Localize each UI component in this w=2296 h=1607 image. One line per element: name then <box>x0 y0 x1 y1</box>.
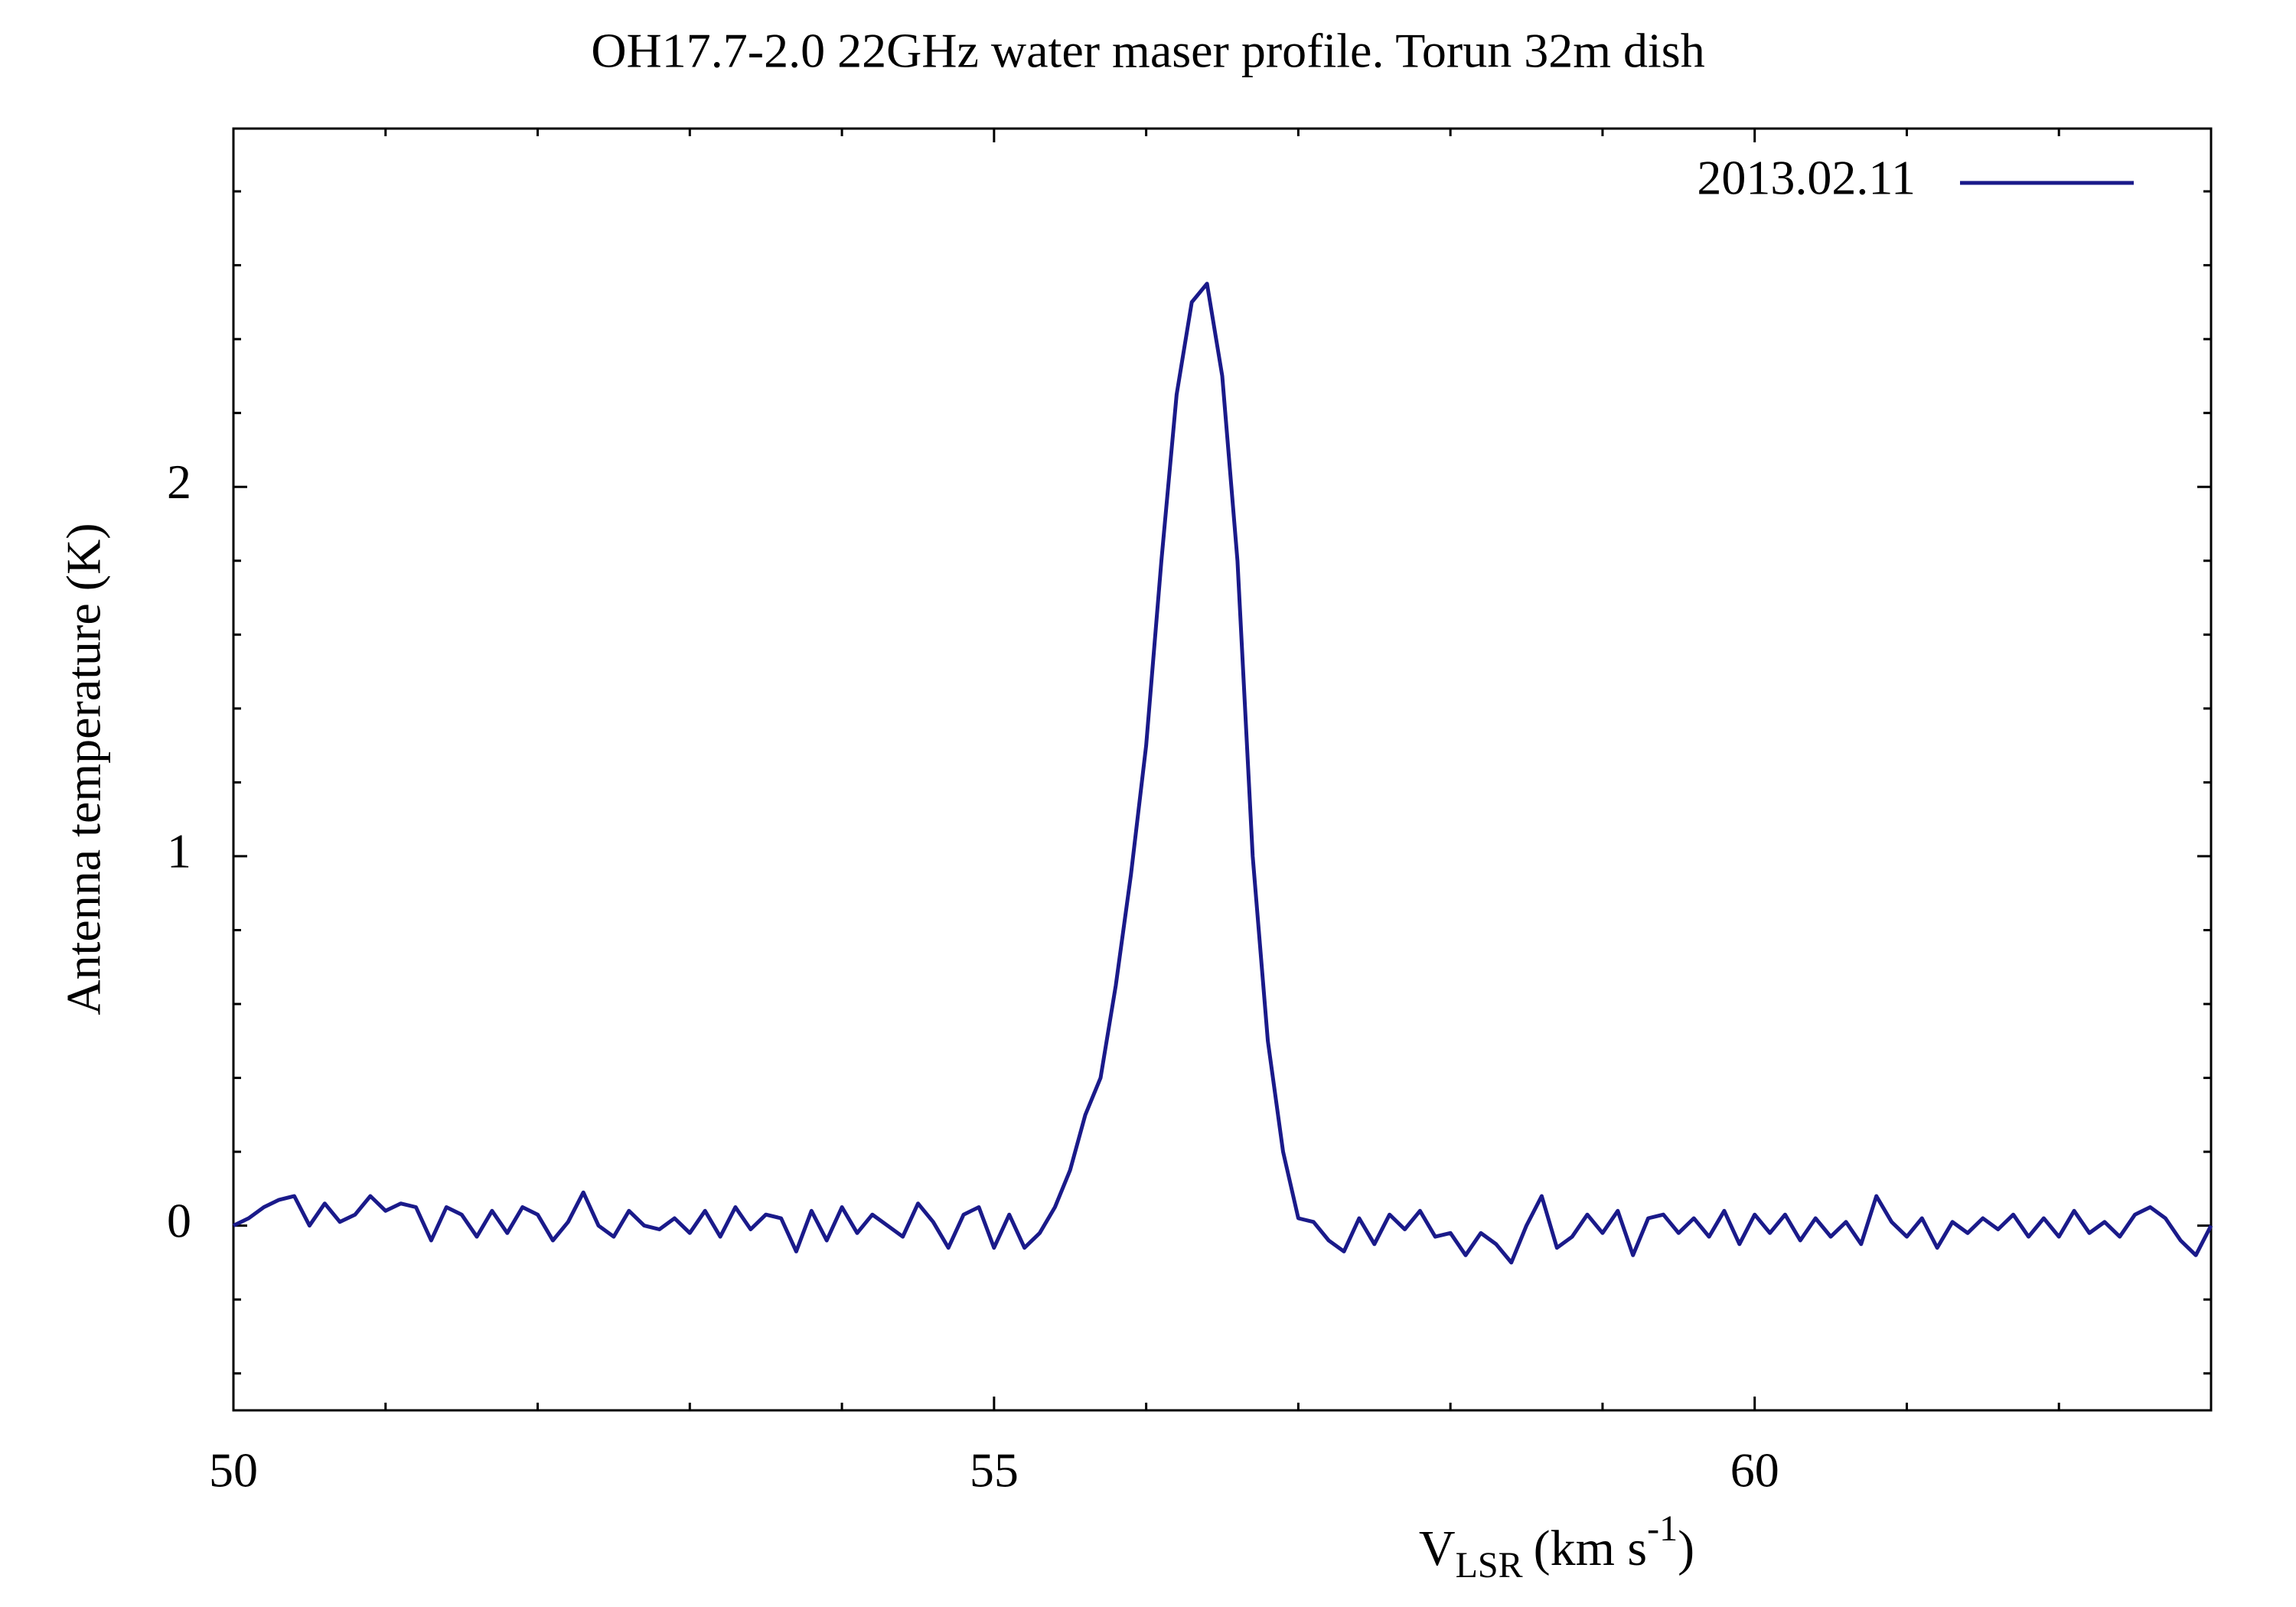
y-axis-label: Antenna temperature (K) <box>57 523 111 1015</box>
legend-label: 2013.02.11 <box>1697 151 1916 205</box>
chart-title: OH17.7-2.0 22GHz water maser profile. To… <box>591 24 1704 78</box>
x-tick-label: 55 <box>970 1443 1019 1498</box>
y-tick-label: 0 <box>167 1193 191 1247</box>
x-tick-label: 60 <box>1730 1443 1779 1498</box>
x-label-main: V <box>1419 1521 1456 1576</box>
y-tick-label: 1 <box>167 824 191 878</box>
x-label-sup: -1 <box>1647 1508 1678 1549</box>
y-tick-label: 2 <box>167 455 191 509</box>
x-label-unit: (km s <box>1534 1521 1648 1576</box>
data-line <box>232 282 2213 1265</box>
x-axis-label: VLSR (km s-1) <box>1419 1508 1694 1586</box>
x-tick-label: 50 <box>209 1443 258 1498</box>
x-label-sub: LSR <box>1456 1545 1523 1586</box>
plot-frame <box>232 127 2213 1412</box>
x-label-close: ) <box>1678 1521 1694 1576</box>
